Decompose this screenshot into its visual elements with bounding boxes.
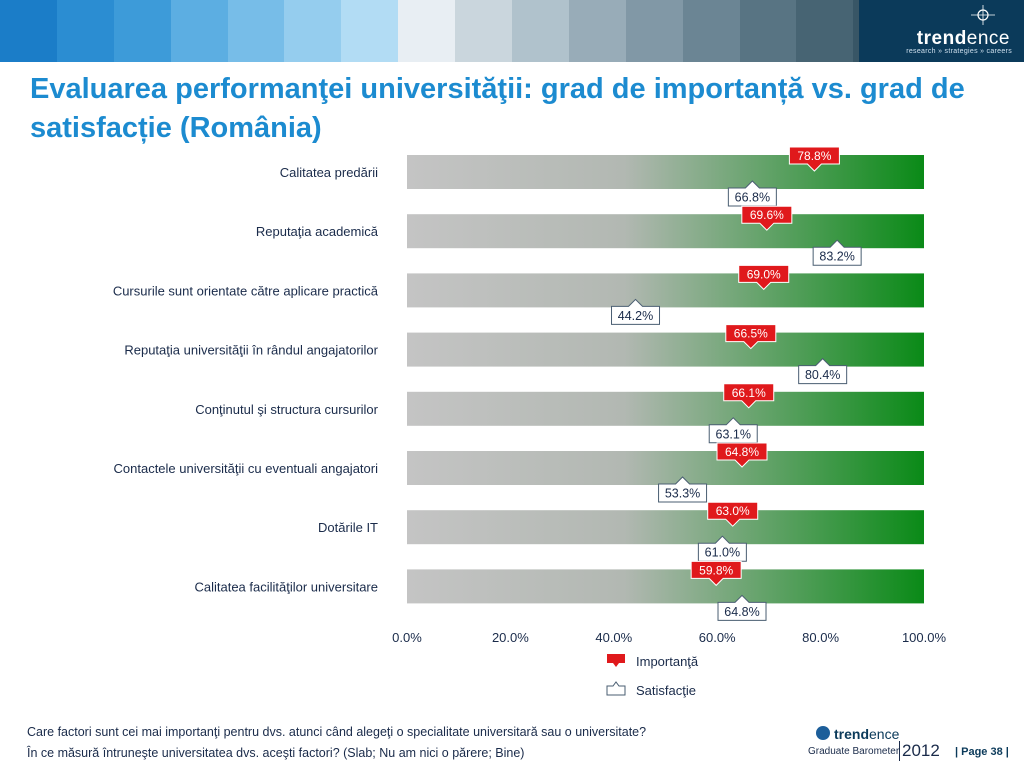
category-label: Calitatea facilităţilor universitare <box>194 579 378 594</box>
importance-value-label: 66.5% <box>734 327 768 341</box>
header-strip-block <box>341 0 399 62</box>
satisfaction-value-label: 53.3% <box>665 487 700 501</box>
header-strip-block <box>625 0 683 62</box>
satisfaction-marker: 80.4% <box>798 357 848 385</box>
importance-value-label: 78.8% <box>797 149 831 163</box>
satisfaction-value-label: 61.0% <box>705 546 740 560</box>
satisfaction-marker: 66.8% <box>727 180 777 207</box>
satisfaction-marker: 53.3% <box>658 476 708 503</box>
header-strip-block <box>284 0 342 62</box>
header-strip-block <box>56 0 114 62</box>
bar-track <box>407 273 924 308</box>
importance-value-label: 66.1% <box>732 386 766 400</box>
category-label: Calitatea predării <box>280 165 378 180</box>
header-strip-block <box>682 0 740 62</box>
header-strip-block <box>568 0 626 62</box>
category-label: Dotările IT <box>318 520 378 535</box>
importance-marker: 66.1% <box>723 383 775 409</box>
satisfaction-value-label: 80.4% <box>805 368 840 382</box>
x-tick-label: 80.0% <box>802 630 839 645</box>
x-tick-label: 40.0% <box>595 630 632 645</box>
satisfaction-marker: 83.2% <box>812 239 862 266</box>
satisfaction-marker: 61.0% <box>697 535 747 562</box>
header-strip-block <box>113 0 171 62</box>
footer-logo: trendence Graduate Barometer 2012 <box>808 722 940 762</box>
logo-orbit-icon <box>971 5 995 25</box>
bar-track <box>407 332 924 367</box>
footer-year: 2012 <box>899 741 940 761</box>
footnote-question-2: În ce măsură întruneşte universitatea dv… <box>27 746 525 760</box>
x-tick-label: 60.0% <box>699 630 736 645</box>
importance-value-label: 63.0% <box>716 504 750 518</box>
category-label: Conţinutul şi structura cursurilor <box>195 402 378 417</box>
legend-label: Importanţă <box>636 654 699 669</box>
page-title: Evaluarea performanţei universităţii: gr… <box>30 73 965 144</box>
satisfaction-value-label: 64.8% <box>724 605 759 619</box>
satisfaction-marker: 63.1% <box>708 417 758 444</box>
importance-marker: 63.0% <box>707 501 759 527</box>
header-strip-block <box>796 0 854 62</box>
footer-logo-globe-icon <box>816 726 830 740</box>
bar-track <box>407 155 924 189</box>
trendence-logo: trendence research » strategies » career… <box>859 0 1024 62</box>
importance-value-label: 64.8% <box>725 445 759 459</box>
x-tick-label: 0.0% <box>392 630 422 645</box>
satisfaction-value-label: 66.8% <box>735 191 770 205</box>
bar-track <box>407 214 924 249</box>
importance-value-label: 69.0% <box>747 267 781 281</box>
footer-brand: trendence <box>834 726 900 742</box>
footnote-question-1: Care factori sunt cei mai importanţi pen… <box>27 725 647 739</box>
importance-marker: 66.5% <box>725 324 777 350</box>
importance-marker: 78.8% <box>788 146 840 172</box>
x-tick-label: 20.0% <box>492 630 529 645</box>
logo-tagline: research » strategies » careers <box>906 48 1012 55</box>
importance-value-label: 59.8% <box>699 563 733 577</box>
legend-satisfaction-swatch <box>606 681 626 696</box>
header-strip-block <box>0 0 57 62</box>
satisfaction-value-label: 44.2% <box>618 309 653 323</box>
importance-marker: 64.8% <box>716 442 768 468</box>
satisfaction-marker: 64.8% <box>717 594 767 621</box>
legend-item-satisfaction: Satisfacţie <box>606 681 696 698</box>
legend-importance-swatch <box>607 654 625 667</box>
header-strip-block <box>512 0 569 62</box>
bar-track <box>407 569 924 604</box>
header-strip-block <box>398 0 456 62</box>
legend-item-importance: Importanţă <box>607 654 699 669</box>
bar-track <box>407 451 924 485</box>
importance-marker: 59.8% <box>690 560 742 587</box>
importance-value-label: 69.6% <box>750 208 784 222</box>
chart-legend: Importanţă Satisfacţie <box>606 654 699 698</box>
header-strip-block <box>170 0 228 62</box>
category-label: Reputaţia academică <box>256 224 379 239</box>
importance-marker: 69.6% <box>741 205 793 231</box>
x-tick-label: 100.0% <box>902 630 947 645</box>
bar-chart: Calitatea predării Reputaţia academică Cur… <box>113 146 947 698</box>
header-strip-block <box>455 0 513 62</box>
bar-track <box>407 391 924 426</box>
satisfaction-value-label: 83.2% <box>819 250 854 264</box>
footer-subtitle: Graduate Barometer <box>808 746 900 757</box>
page-number: | Page 38 | <box>955 746 1009 758</box>
importance-marker: 69.0% <box>738 264 790 291</box>
satisfaction-value-label: 63.1% <box>716 427 751 441</box>
category-label: Reputaţia universităţii în rândul angaja… <box>124 343 378 358</box>
footnote: Care factori sunt cei mai importanţi pen… <box>27 722 787 764</box>
satisfaction-marker: 44.2% <box>611 298 661 325</box>
legend-label: Satisfacţie <box>636 683 696 698</box>
bar-track <box>407 510 924 545</box>
category-label: Cursurile sunt orientate către aplicare … <box>113 283 379 298</box>
header-strip-block <box>739 0 797 62</box>
logo-wordmark: trendence <box>916 28 1010 49</box>
header-strip-block <box>227 0 285 62</box>
category-label: Contactele universităţii cu eventuali an… <box>114 461 379 476</box>
